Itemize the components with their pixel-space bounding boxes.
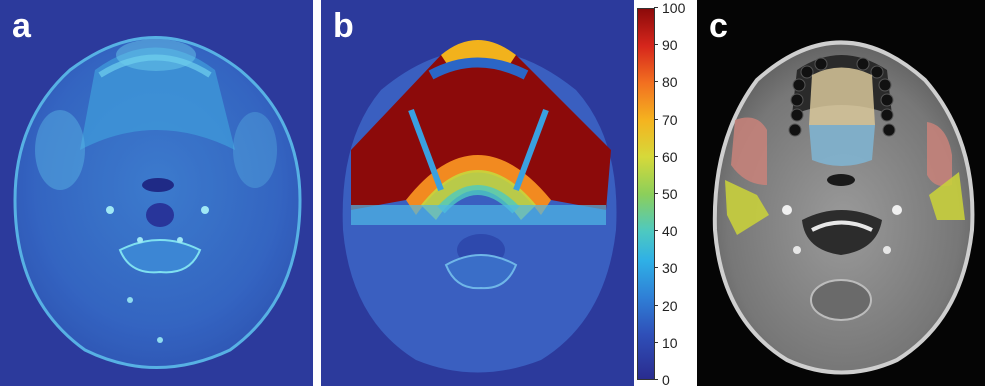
panel-b-label: b <box>333 7 354 45</box>
colorbar-tick: 10 <box>654 336 678 350</box>
colorbar-tick: 100 <box>653 1 685 15</box>
roi-masseter-right <box>927 122 952 187</box>
colorbar-ticks: 100 90 80 70 60 50 40 30 20 10 0 <box>653 1 696 387</box>
colorbar-tick: 0 <box>654 373 670 387</box>
colorbar-tick: 50 <box>654 187 678 201</box>
panel-c-label: c <box>709 7 728 45</box>
colorbar-tick: 30 <box>654 261 678 275</box>
colorbar-tick: 60 <box>654 150 678 164</box>
colorbar <box>637 8 655 380</box>
roi-masseter-left <box>731 117 767 185</box>
roi-tongue <box>809 125 875 166</box>
panel-c-mri-with-roi: c <box>697 0 985 386</box>
panel-c-image <box>712 40 975 375</box>
panel-a-map: a <box>0 0 313 386</box>
panel-b-image <box>342 40 617 373</box>
colorbar-tick: 20 <box>654 299 678 313</box>
roi-parotid-right <box>929 172 965 220</box>
panel-b-map: b <box>321 0 634 386</box>
panel-a-label: a <box>12 7 31 45</box>
colorbar-tick: 70 <box>654 113 678 127</box>
panel-a-image <box>13 36 302 369</box>
roi-tongue-base <box>809 67 875 125</box>
colorbar-tick: 40 <box>654 224 678 238</box>
roi-parotid-left <box>725 180 769 235</box>
colorbar-tick: 80 <box>654 75 678 89</box>
colorbar-tick: 90 <box>654 38 678 52</box>
